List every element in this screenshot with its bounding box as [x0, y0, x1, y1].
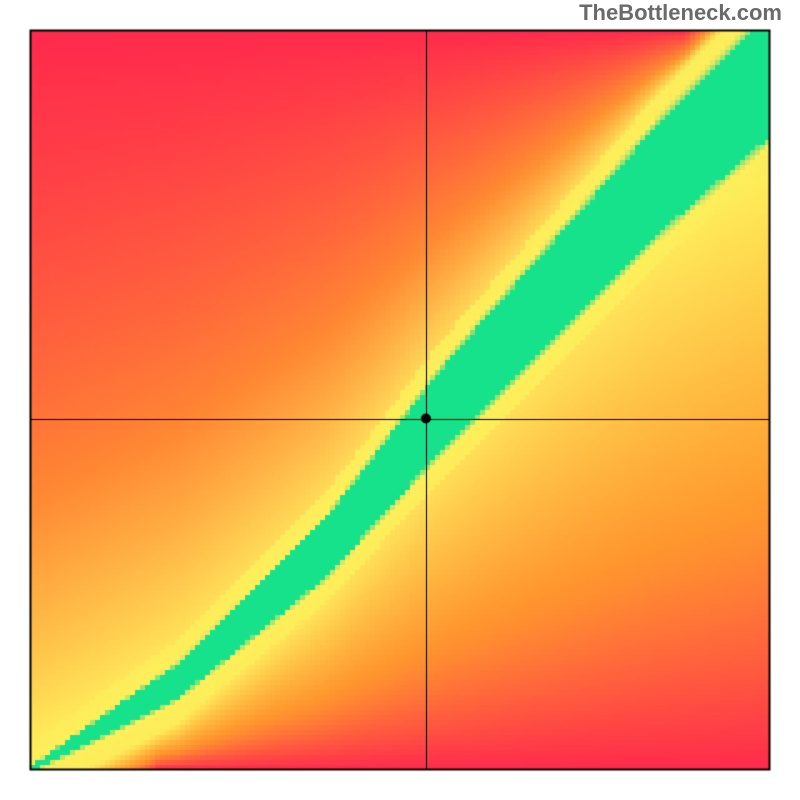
watermark-label: TheBottleneck.com: [579, 0, 782, 26]
root-container: TheBottleneck.com: [0, 0, 800, 800]
heatmap-canvas: [0, 0, 800, 800]
